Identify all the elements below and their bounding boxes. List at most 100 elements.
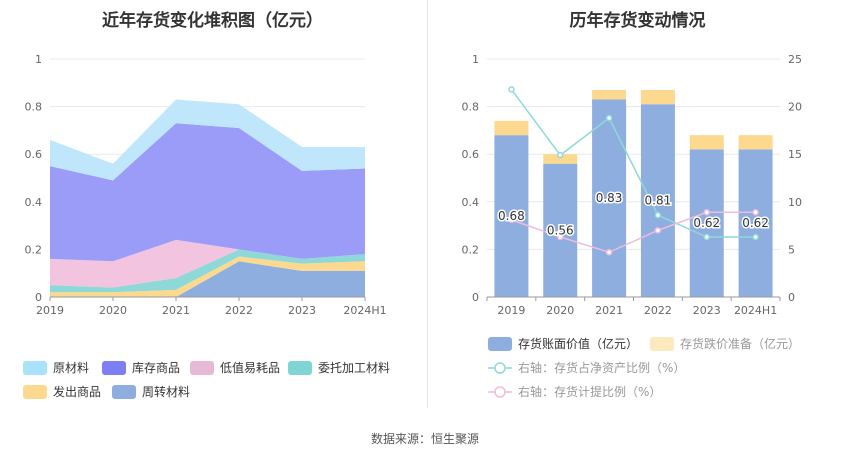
bar-value-label: 0.81 xyxy=(645,194,672,208)
right-y-tick-label: 0.4 xyxy=(462,196,480,209)
right-y-tick-label: 0.2 xyxy=(462,243,480,256)
right-y-tick-label: 0.8 xyxy=(462,101,480,114)
legend-swatch xyxy=(190,360,214,375)
left-x-tick-label: 2020 xyxy=(99,304,127,317)
bar-存货跌价准备（亿元） xyxy=(592,89,627,100)
right-x-tick-label: 2019 xyxy=(497,304,525,317)
legend-label: 右轴：存货占净资产比例（%） xyxy=(518,361,686,375)
right-legend-item[interactable]: 右轴：存货占净资产比例（%） xyxy=(488,359,685,376)
bar-存货跌价准备（亿元） xyxy=(543,154,578,164)
legend-label: 右轴：存货计提比例（%） xyxy=(518,385,662,399)
left-legend-item[interactable]: 发出商品 xyxy=(23,383,101,400)
legend-label: 发出商品 xyxy=(53,385,102,399)
legend-label: 存货跌价准备（亿元） xyxy=(680,337,801,351)
right-y2-tick-label: 0 xyxy=(788,291,795,304)
left-x-tick-label: 2019 xyxy=(36,304,64,317)
bar-存货跌价准备（亿元） xyxy=(689,135,724,150)
right-x-tick-label: 2021 xyxy=(595,304,623,317)
right-legend-item[interactable]: 右轴：存货计提比例（%） xyxy=(488,383,661,400)
bar-存货跌价准备（亿元） xyxy=(738,135,773,150)
area-库存商品 xyxy=(50,123,365,262)
left-y-tick-label: 1 xyxy=(35,53,42,66)
right-y2-tick-label: 15 xyxy=(788,148,802,161)
data-source-note: 数据来源：恒生聚源 xyxy=(370,432,479,446)
point-右轴：存货计提比例（%） xyxy=(752,209,759,216)
right-y2-tick-label: 25 xyxy=(788,53,802,66)
area-低值易耗品 xyxy=(50,239,365,288)
point-右轴：存货占净资产比例（%） xyxy=(508,86,515,93)
right-legend-item[interactable]: 存货账面价值（亿元） xyxy=(488,335,638,352)
bar-value-label: 0.68 xyxy=(498,209,525,223)
area-原材料 xyxy=(50,99,365,181)
right-y-tick-label: 1 xyxy=(472,53,479,66)
right-y2-tick-label: 20 xyxy=(788,101,802,114)
point-右轴：存货占净资产比例（%） xyxy=(703,233,710,241)
bar-存货账面价值（亿元） xyxy=(640,104,675,297)
point-右轴：存货计提比例（%） xyxy=(605,249,613,256)
point-右轴：存货占净资产比例（%） xyxy=(557,151,564,159)
bar-存货账面价值（亿元） xyxy=(592,99,627,298)
bar-存货跌价准备（亿元） xyxy=(494,120,529,136)
point-右轴：存货占净资产比例（%） xyxy=(752,233,759,241)
legend-swatch xyxy=(488,336,512,351)
bar-存货账面价值（亿元） xyxy=(543,163,578,297)
left-y-tick-label: 0.6 xyxy=(25,148,43,161)
legend-swatch xyxy=(23,360,47,375)
left-legend-item[interactable]: 周转材料 xyxy=(112,383,190,400)
legend-label: 周转材料 xyxy=(142,385,191,399)
line-右轴：存货占净资产比例（%） xyxy=(510,89,756,238)
line-右轴：存货计提比例（%） xyxy=(511,211,756,254)
left-legend-item[interactable]: 库存商品 xyxy=(102,359,180,376)
left-y-tick-label: 0.2 xyxy=(25,243,43,256)
point-右轴：存货计提比例（%） xyxy=(703,209,710,216)
bar-value-label: 0.62 xyxy=(742,216,769,230)
left-y-tick-label: 0.4 xyxy=(25,196,43,209)
area-委托加工材料 xyxy=(50,249,365,293)
point-右轴：存货计提比例（%） xyxy=(508,216,515,224)
right-x-tick-label: 2023 xyxy=(693,304,721,317)
right-x-tick-label: 2022 xyxy=(644,304,672,317)
left-chart-title: 近年存货变化堆积图（亿元） xyxy=(102,11,323,31)
legend-swatch xyxy=(488,361,512,374)
left-x-tick-label: 2021 xyxy=(162,304,190,317)
legend-label: 存货账面价值（亿元） xyxy=(518,337,639,351)
legend-swatch xyxy=(288,360,312,375)
legend-label: 委托加工材料 xyxy=(318,361,391,375)
left-x-tick-label: 2022 xyxy=(225,304,253,317)
bar-value-label: 0.62 xyxy=(693,216,720,230)
bar-存货账面价值（亿元） xyxy=(494,135,529,297)
legend-swatch xyxy=(650,336,674,351)
legend-swatch xyxy=(102,360,126,375)
legend-label: 原材料 xyxy=(53,361,90,375)
left-legend-item[interactable]: 低值易耗品 xyxy=(190,359,280,376)
bar-存货账面价值（亿元） xyxy=(738,149,773,297)
bar-存货跌价准备（亿元） xyxy=(640,89,675,105)
legend-label: 低值易耗品 xyxy=(220,361,281,375)
legend-label: 库存商品 xyxy=(132,361,181,375)
bar-存货账面价值（亿元） xyxy=(689,149,724,297)
right-x-tick-label: 2020 xyxy=(546,304,574,317)
right-legend-item[interactable]: 存货跌价准备（亿元） xyxy=(650,335,800,352)
left-legend-item[interactable]: 原材料 xyxy=(23,359,89,376)
legend-swatch xyxy=(488,385,512,398)
right-x-tick-label: 2024H1 xyxy=(734,304,777,317)
point-右轴：存货计提比例（%） xyxy=(654,227,662,234)
right-y-tick-label: 0 xyxy=(472,291,479,304)
left-y-tick-label: 0.8 xyxy=(25,101,43,114)
legend-swatch xyxy=(23,384,47,399)
point-右轴：存货占净资产比例（%） xyxy=(654,211,662,219)
area-发出商品 xyxy=(50,256,365,297)
left-x-tick-label: 2024H1 xyxy=(343,304,386,317)
left-x-tick-label: 2023 xyxy=(288,304,316,317)
left-legend-item[interactable]: 委托加工材料 xyxy=(288,359,390,376)
bar-value-label: 0.83 xyxy=(596,191,623,205)
right-y2-tick-label: 5 xyxy=(788,243,795,256)
legend-swatch xyxy=(112,384,136,399)
panel-divider xyxy=(427,0,428,408)
bar-value-label: 0.56 xyxy=(547,223,574,237)
left-y-tick-label: 0 xyxy=(35,291,42,304)
point-右轴：存货占净资产比例（%） xyxy=(605,114,613,122)
right-y2-tick-label: 10 xyxy=(788,196,802,209)
point-右轴：存货计提比例（%） xyxy=(557,233,564,241)
